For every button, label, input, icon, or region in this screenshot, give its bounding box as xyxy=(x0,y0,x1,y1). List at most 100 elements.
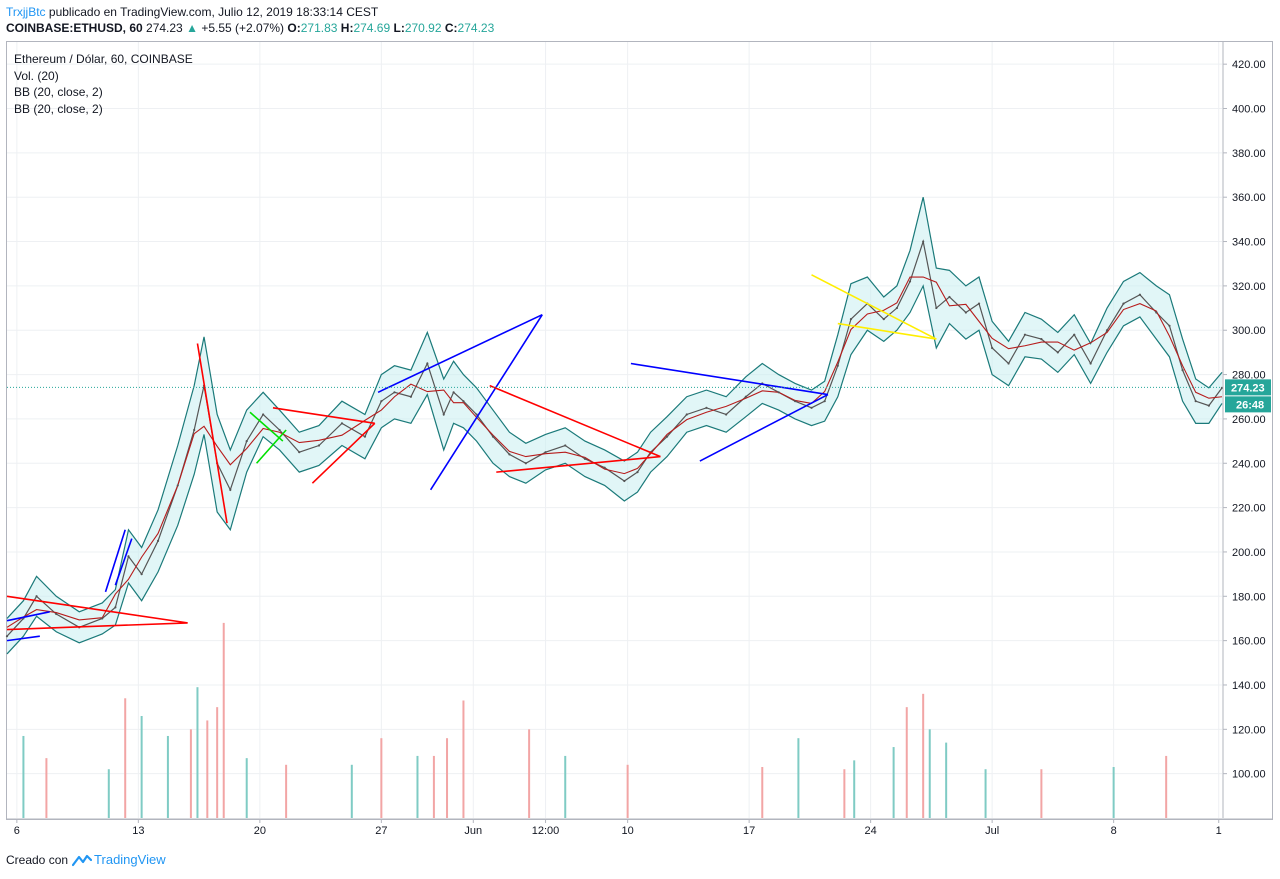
volume-bar xyxy=(107,769,110,818)
price-point xyxy=(393,391,396,394)
price-point xyxy=(794,400,797,403)
ohlc-high-value: 274.69 xyxy=(353,21,391,35)
price-point xyxy=(948,295,951,299)
tradingview-logo[interactable]: TradingView xyxy=(72,852,166,867)
price-point xyxy=(245,439,248,443)
price-point xyxy=(1122,302,1125,305)
price-point xyxy=(426,362,429,365)
price-point xyxy=(991,346,994,350)
price-point xyxy=(636,471,639,474)
price-point xyxy=(1105,329,1109,332)
price-point xyxy=(1194,400,1197,403)
price-point xyxy=(1155,311,1158,314)
trendline xyxy=(6,622,188,631)
current-price-label: 274.23 xyxy=(1231,382,1265,394)
footer: Creado con TradingView xyxy=(6,852,166,867)
volume-bar xyxy=(189,729,192,818)
ohlc-low-value: 270.92 xyxy=(404,21,442,35)
price-point xyxy=(229,488,232,491)
price-point xyxy=(823,400,826,403)
trendline xyxy=(255,429,287,464)
trendline xyxy=(489,384,661,458)
price-point xyxy=(524,462,527,465)
price-point xyxy=(603,466,606,469)
volume-bar xyxy=(222,622,225,818)
y-tick-label: 420.00 xyxy=(1232,59,1266,71)
price-point xyxy=(725,413,728,416)
trendline xyxy=(249,411,284,442)
trendline xyxy=(377,313,543,394)
y-tick-label: 240.00 xyxy=(1232,458,1266,470)
tradingview-icon xyxy=(72,854,93,866)
publish-line: TrxjjBtc publicado en TradingView.com, J… xyxy=(6,4,494,20)
y-tick-label: 360.00 xyxy=(1232,192,1266,204)
volume-bar xyxy=(1040,769,1043,818)
y-tick-label: 400.00 xyxy=(1232,104,1266,116)
x-tick-label: 13 xyxy=(132,825,144,837)
x-tick-label: 8 xyxy=(1111,825,1117,837)
grid-lines xyxy=(7,42,1222,818)
x-tick-label: 17 xyxy=(743,825,755,837)
author-link[interactable]: TrxjjBtc xyxy=(6,5,46,19)
ohlc-open-label: O: xyxy=(287,21,301,35)
price-point xyxy=(193,428,196,432)
price-point xyxy=(895,306,899,310)
volume-bar xyxy=(446,738,449,818)
legend-volume[interactable]: Vol. (20) xyxy=(14,68,59,83)
trendline xyxy=(104,529,126,593)
price-point xyxy=(964,311,967,314)
price-point xyxy=(882,318,885,321)
price-point xyxy=(1168,324,1171,327)
x-tick-label: Jul xyxy=(985,825,999,837)
change-arrow-icon: ▲ xyxy=(186,21,198,35)
price-point xyxy=(908,280,912,283)
volume-bar xyxy=(140,716,143,818)
volume-bar xyxy=(853,760,856,818)
volume-bar xyxy=(1112,767,1115,818)
price-point xyxy=(262,413,265,416)
x-tick-label: Jun xyxy=(464,825,482,837)
price-point xyxy=(452,391,455,394)
volume-bar xyxy=(922,693,925,818)
price-point xyxy=(278,428,281,432)
chart-legend: Ethereum / Dólar, 60, COINBASE Vol. (20)… xyxy=(14,51,193,117)
volume-bar xyxy=(45,758,48,818)
published-text: publicado en TradingView.com, Julio 12, … xyxy=(48,5,379,19)
trendline xyxy=(272,407,375,425)
price-point xyxy=(298,451,301,454)
price-point xyxy=(35,595,38,598)
trendline xyxy=(811,274,937,340)
price-point xyxy=(744,395,747,398)
trendline xyxy=(196,343,228,524)
volume-bar xyxy=(761,767,764,818)
legend-bb-2[interactable]: BB (20, close, 2) xyxy=(14,101,103,116)
price-point xyxy=(777,391,780,394)
y-tick-label: 280.00 xyxy=(1232,370,1266,382)
price-point xyxy=(442,413,445,416)
trendline xyxy=(429,314,543,491)
y-tick-label: 340.00 xyxy=(1232,237,1266,249)
price-point xyxy=(836,364,839,367)
price-point xyxy=(623,479,626,483)
price-point xyxy=(317,444,321,447)
price-point xyxy=(156,539,160,542)
price-point xyxy=(1023,333,1027,336)
volume-bar xyxy=(166,735,169,818)
legend-bb-1[interactable]: BB (20, close, 2) xyxy=(14,85,103,99)
volume-bar xyxy=(945,742,948,818)
x-tick-label: 20 xyxy=(254,825,266,837)
y-tick-label: 380.00 xyxy=(1232,148,1266,160)
trendlines xyxy=(6,274,937,642)
volume-bar xyxy=(196,687,199,818)
volume-bars xyxy=(22,622,1168,818)
symbol-name: COINBASE:ETHUSD, 60 xyxy=(6,21,143,35)
volume-bar xyxy=(564,755,567,818)
volume-bar xyxy=(905,707,908,818)
price-point xyxy=(1007,362,1010,365)
trendline xyxy=(837,322,937,340)
price-point xyxy=(564,444,567,447)
volume-bar xyxy=(22,735,25,818)
trendline xyxy=(699,393,829,462)
price-point xyxy=(508,453,511,456)
